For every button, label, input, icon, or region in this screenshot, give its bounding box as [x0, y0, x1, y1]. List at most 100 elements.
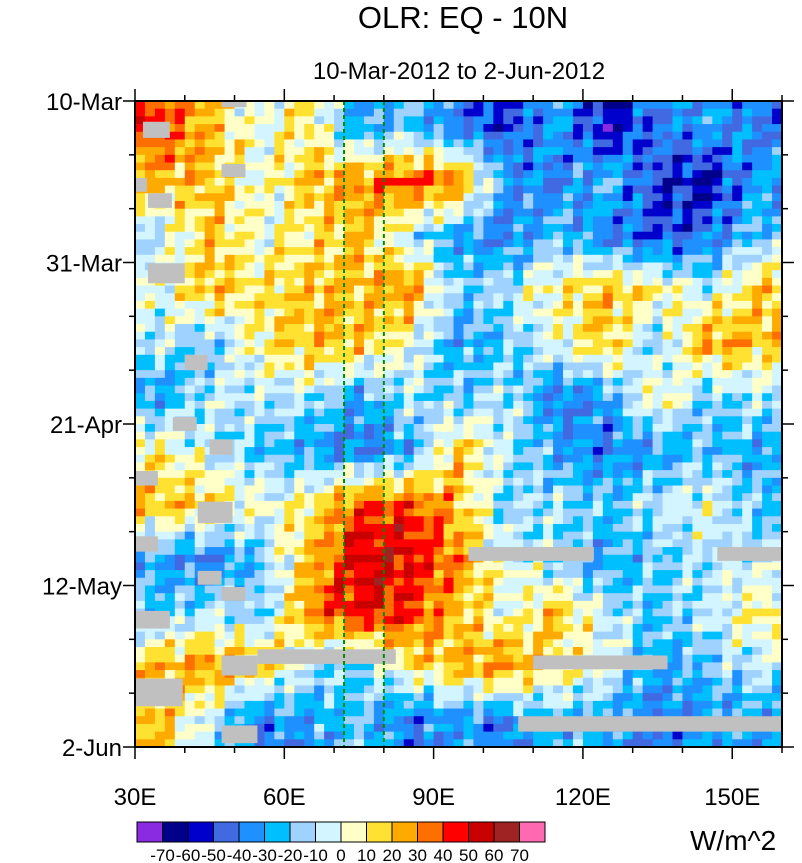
- heatmap-cell: [632, 231, 644, 240]
- heatmap-cell: [214, 231, 226, 240]
- heatmap-cell: [304, 447, 315, 456]
- heatmap-cell: [582, 447, 594, 456]
- heatmap-cell: [762, 639, 773, 648]
- heatmap-cell: [324, 424, 335, 433]
- heatmap-cell: [294, 262, 305, 271]
- heatmap-cell: [632, 101, 644, 110]
- heatmap-cell: [523, 208, 534, 217]
- heatmap-cell: [762, 277, 773, 287]
- heatmap-cell: [254, 608, 265, 617]
- heatmap-cell: [184, 231, 196, 240]
- heatmap-cell: [543, 239, 554, 248]
- heatmap-cell: [363, 362, 375, 371]
- heatmap-cell: [712, 154, 723, 164]
- heatmap-cell: [363, 347, 375, 356]
- heatmap-cell: [483, 639, 494, 648]
- heatmap-cell: [672, 531, 683, 540]
- heatmap-cell: [194, 231, 206, 240]
- heatmap-cell: [612, 623, 624, 633]
- heatmap-cell: [543, 262, 554, 271]
- heatmap-cell: [244, 262, 255, 271]
- heatmap-cell: [194, 539, 206, 548]
- heatmap-cell: [224, 477, 236, 487]
- heatmap-cell: [563, 477, 574, 487]
- heatmap-cell: [423, 462, 435, 471]
- heatmap-cell: [762, 577, 773, 586]
- heatmap-cell: [274, 570, 285, 579]
- heatmap-cell: [174, 193, 186, 202]
- heatmap-cell: [144, 424, 156, 433]
- heatmap-cell: [274, 470, 285, 479]
- heatmap-cell: [563, 670, 574, 679]
- heatmap-cell: [762, 139, 773, 148]
- heatmap-cell: [523, 570, 534, 579]
- heatmap-cell: [672, 439, 683, 448]
- heatmap-cell: [712, 439, 723, 448]
- heatmap-cell: [284, 324, 295, 333]
- heatmap-cell: [204, 331, 216, 340]
- heatmap-cell: [702, 424, 713, 433]
- heatmap-cell: [334, 393, 345, 402]
- heatmap-cell: [254, 385, 265, 394]
- heatmap-cell: [284, 516, 295, 525]
- heatmap-cell: [513, 193, 524, 202]
- heatmap-cell: [483, 124, 494, 133]
- heatmap-cell: [742, 562, 753, 571]
- heatmap-cell: [702, 631, 713, 640]
- heatmap-cell: [433, 500, 445, 510]
- heatmap-cell: [433, 377, 445, 387]
- heatmap-cell: [672, 639, 683, 648]
- heatmap-cell: [373, 662, 385, 671]
- heatmap-cell: [742, 408, 753, 417]
- heatmap-cell: [702, 677, 713, 686]
- heatmap-cell: [622, 593, 634, 602]
- heatmap-cell: [453, 300, 464, 310]
- heatmap-cell: [463, 462, 474, 471]
- heatmap-cell: [473, 593, 484, 602]
- heatmap-cell: [652, 500, 664, 510]
- heatmap-cell: [563, 377, 574, 387]
- heatmap-cell: [732, 270, 743, 279]
- heatmap-cell: [572, 523, 584, 533]
- heatmap-cell: [463, 539, 474, 548]
- heatmap-cell: [314, 531, 325, 540]
- heatmap-cell: [523, 185, 534, 194]
- heatmap-cell: [144, 177, 156, 187]
- heatmap-cell: [582, 523, 594, 533]
- heatmap-cell: [214, 485, 226, 494]
- heatmap-cell: [314, 662, 325, 671]
- heatmap-cell: [692, 616, 703, 625]
- heatmap-cell: [692, 439, 703, 448]
- heatmap-cell: [363, 608, 375, 617]
- heatmap-cell: [553, 316, 564, 325]
- heatmap-cell: [334, 124, 345, 133]
- heatmap-cell: [483, 608, 494, 617]
- heatmap-cell: [363, 577, 375, 586]
- heatmap-cell: [652, 585, 664, 594]
- heatmap-cell: [592, 677, 604, 686]
- heatmap-cell: [722, 231, 733, 240]
- heatmap-cell: [533, 393, 544, 402]
- heatmap-cell: [224, 408, 236, 417]
- heatmap-cell: [433, 439, 445, 448]
- heatmap-cell: [463, 208, 474, 217]
- heatmap-cell: [403, 231, 415, 240]
- heatmap-cell: [652, 362, 664, 371]
- heatmap-cell: [234, 293, 245, 302]
- heatmap-cell: [234, 647, 245, 656]
- heatmap-cell: [204, 162, 216, 171]
- heatmap-cell: [204, 262, 216, 271]
- heatmap-cell: [503, 285, 514, 294]
- heatmap-cell: [453, 631, 464, 640]
- heatmap-cell: [443, 231, 455, 240]
- heatmap-cell: [363, 254, 375, 263]
- heatmap-cell: [334, 293, 345, 302]
- heatmap-cell: [204, 277, 216, 287]
- heatmap-cell: [423, 300, 435, 310]
- heatmap-cell: [393, 331, 405, 340]
- heatmap-cell: [523, 623, 534, 633]
- heatmap-cell: [353, 531, 365, 540]
- heatmap-cell: [393, 416, 405, 425]
- heatmap-cell: [662, 662, 674, 671]
- heatmap-cell: [204, 193, 216, 202]
